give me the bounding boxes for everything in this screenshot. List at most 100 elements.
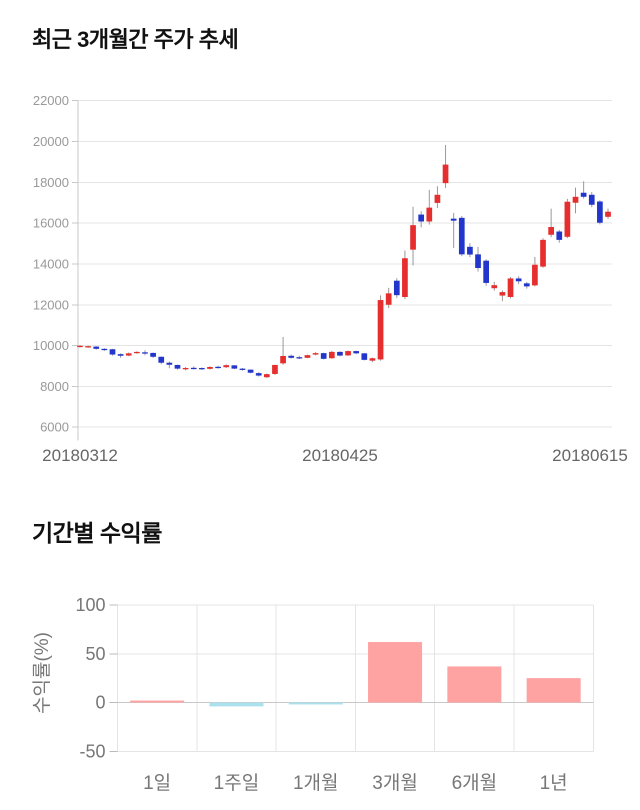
candle-up — [442, 164, 449, 184]
candle-up — [304, 355, 311, 358]
candle-up — [572, 196, 579, 203]
x-category-label: 1년 — [540, 772, 568, 794]
candle-down — [288, 355, 295, 358]
candle-down — [580, 192, 587, 197]
candle-up — [182, 368, 189, 370]
x-tick-label: 20180615 — [552, 446, 628, 465]
return-bar — [368, 642, 423, 703]
return-bar — [209, 702, 264, 707]
period-returns-bar-chart: 100 50 0 -50 수익률(%) 1일 1주일 1개월 3개월 6개월 1년 — [31, 595, 594, 794]
candle-up — [540, 239, 546, 267]
candle-up — [385, 293, 392, 305]
candle-down — [109, 349, 116, 355]
y-tick-label: 0 — [95, 693, 105, 713]
price-candlestick-chart: 22000 20000 18000 16000 14000 12000 10000 8000 6… — [33, 93, 628, 465]
candle-up — [402, 258, 408, 298]
candle-down — [93, 346, 100, 349]
candle-down — [150, 352, 156, 357]
candle-up — [564, 201, 571, 237]
candle-up — [207, 367, 213, 369]
candle-down — [174, 364, 181, 369]
x-category-label: 6개월 — [452, 772, 498, 794]
y-tick-label: 18000 — [33, 175, 69, 190]
candle-up — [345, 351, 351, 356]
candle-up — [426, 207, 433, 222]
candle-down — [450, 218, 457, 221]
candle-up — [134, 351, 140, 354]
y-tick-label: 8000 — [40, 379, 69, 394]
candle-up — [548, 227, 554, 235]
return-bar — [130, 700, 185, 703]
y-axis-title: 수익률(%) — [31, 632, 53, 714]
candle-down — [515, 278, 522, 282]
candle-down — [231, 365, 238, 369]
y-tick-label: 50 — [85, 644, 105, 664]
candle-down — [475, 254, 481, 269]
candle-up — [77, 345, 83, 348]
candle-down — [353, 351, 360, 354]
y-tick-label: 6000 — [40, 420, 69, 435]
y-tick-label: 20000 — [33, 134, 69, 149]
candle-up — [491, 285, 498, 289]
candle-down — [158, 356, 165, 363]
candle-down — [198, 368, 205, 370]
x-category-label: 1일 — [143, 772, 171, 794]
candle-down — [523, 283, 530, 287]
candle-up — [272, 364, 278, 374]
candle-up — [605, 211, 611, 217]
x-tick-label: 20180312 — [42, 446, 118, 465]
y-tick-label: 10000 — [33, 338, 69, 353]
y-tick-label: 14000 — [33, 256, 69, 271]
candle-up — [507, 278, 514, 298]
return-bar — [288, 702, 343, 705]
y-tick-label: 22000 — [33, 93, 69, 108]
candle-up — [85, 346, 91, 348]
candle-down — [458, 217, 465, 255]
candle-down — [556, 231, 563, 240]
candle-down — [320, 353, 327, 359]
candle-down — [247, 369, 254, 373]
candle-down — [467, 246, 473, 255]
candle-down — [166, 362, 173, 365]
candle-up — [312, 353, 319, 355]
candle-down — [483, 260, 490, 283]
candle-up — [532, 264, 538, 286]
x-category-label: 3개월 — [372, 772, 418, 794]
candle-down — [117, 354, 124, 356]
return-bar — [447, 666, 502, 703]
candle-down — [597, 201, 603, 223]
candle-up — [499, 292, 506, 296]
y-tick-label: 12000 — [33, 297, 69, 312]
candle-up — [328, 351, 335, 359]
candle-down — [337, 351, 343, 356]
candle-down — [588, 194, 595, 205]
x-category-label: 1개월 — [293, 772, 339, 794]
candle-down — [361, 353, 368, 360]
candle-up — [263, 374, 270, 378]
candle-down — [255, 373, 262, 376]
y-tick-label: 100 — [75, 595, 105, 615]
candle-down — [190, 367, 197, 370]
candle-down — [393, 280, 400, 296]
candle-up — [434, 194, 441, 203]
x-tick-label: 20180425 — [302, 446, 378, 465]
candle-down — [215, 366, 221, 369]
return-bar — [526, 678, 581, 703]
candle-down — [296, 357, 303, 359]
candle-down — [142, 352, 148, 354]
y-tick-label: 16000 — [33, 216, 69, 231]
candle-up — [377, 300, 384, 360]
candle-up — [125, 353, 132, 356]
candle-down — [101, 348, 108, 351]
x-category-label: 1주일 — [214, 772, 260, 794]
candle-up — [223, 365, 230, 368]
candle-up — [410, 225, 416, 250]
y-tick-label: -50 — [79, 741, 105, 761]
candle-up — [369, 358, 376, 361]
candle-down — [418, 214, 425, 222]
candle-up — [280, 355, 286, 364]
candle-down — [239, 368, 246, 370]
period-returns-title: 기간별 수익률 — [32, 520, 162, 546]
price-trend-title: 최근 3개월간 주가 추세 — [32, 27, 239, 52]
